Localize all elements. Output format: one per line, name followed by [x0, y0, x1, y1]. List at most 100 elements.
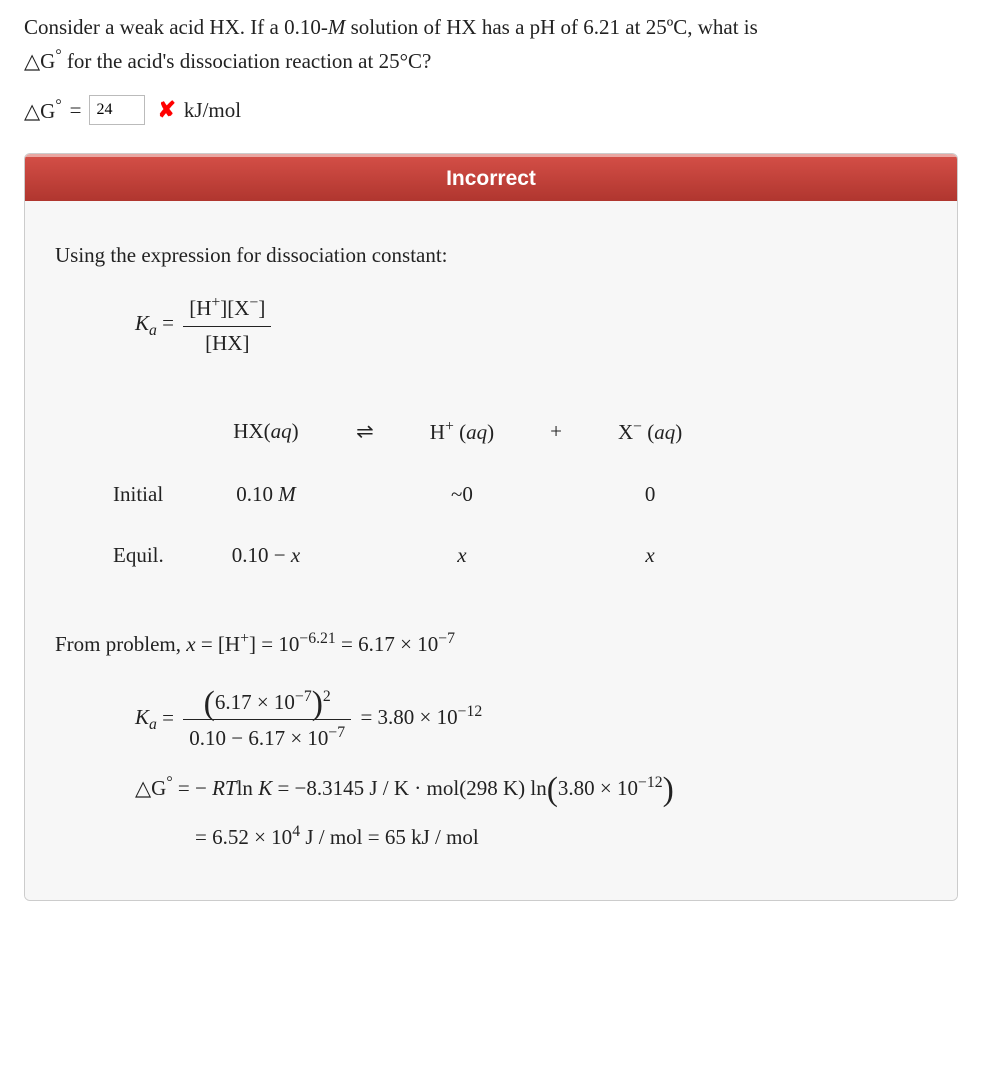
ka-calc-num: (6.17 × 10−7)2: [183, 686, 351, 720]
feedback-body: Using the expression for dissociation co…: [25, 201, 957, 900]
eq-hx-val: 0.10 −: [232, 543, 291, 567]
species-hx: HX(aq): [224, 412, 308, 451]
ka-denominator: [HX]: [183, 327, 271, 358]
num-h: [H: [189, 296, 211, 320]
dg-calc-line1: △G° = − RTln K = −8.3145 J / K · mol(298…: [135, 772, 927, 803]
q-deg: °: [55, 47, 61, 64]
dg-eq-neg: = −: [178, 776, 212, 800]
fp-exp2: −7: [438, 630, 455, 647]
initial-hx: 0.10 M: [224, 476, 308, 513]
ka-calc-den: 0.10 − 6.17 × 10−7: [183, 720, 351, 753]
x-aq: aq: [654, 420, 675, 444]
dg-deg: °: [166, 774, 172, 791]
ka-a: a: [149, 322, 157, 339]
h-close: ): [487, 420, 494, 444]
num-minus: −: [249, 294, 258, 311]
x-close: ): [675, 420, 682, 444]
ka-calc-frac: (6.17 × 10−7)2 0.10 − 6.17 × 10−7: [183, 686, 351, 754]
dg2-rest: J / mol = 65 kJ / mol: [300, 825, 479, 849]
dg-calc-line2: = 6.52 × 104 J / mol = 65 kJ / mol: [195, 821, 927, 852]
ice-table: HX(aq) ⇌ H+ (aq) + X− (aq) Initial 0.10 …: [65, 388, 730, 598]
species-x: X− (aq): [610, 412, 690, 451]
dg-ln: ln: [237, 776, 259, 800]
initial-h: ~0: [422, 476, 502, 513]
init-hx-val: 0.10: [236, 482, 278, 506]
ka-expression: Ka = [H+][X−] [HX]: [135, 292, 927, 358]
ka-eq: =: [162, 311, 179, 335]
ka2-K: K: [135, 705, 149, 729]
ka-numerator: [H+][X−]: [183, 292, 271, 326]
q-M: M: [328, 15, 346, 39]
num-plus: +: [211, 294, 220, 311]
q-part3: for the acid's dissociation reaction at …: [67, 49, 431, 73]
dg-arg-exp: −12: [638, 774, 663, 791]
initial-row: Initial 0.10 M ~0 0: [105, 476, 690, 513]
fp-plus: +: [240, 630, 249, 647]
kc-num-val: 6.17 × 10: [215, 690, 295, 714]
ka-res-val: = 3.80 × 10: [360, 705, 457, 729]
h-text: H: [430, 420, 445, 444]
ka-symbol: Ka: [135, 311, 162, 335]
answer-lhs: △G°: [24, 97, 62, 124]
init-hx-M: M: [278, 482, 296, 506]
dg-tri: △G: [135, 776, 166, 800]
num-close: ]: [258, 296, 265, 320]
fp-exp1: −6.21: [299, 630, 335, 647]
dg2-exp: 4: [292, 823, 300, 840]
reaction-arrow: ⇌: [348, 412, 382, 451]
answer-row: △G° = ✘ kJ/mol: [24, 95, 958, 125]
dg-RT: RT: [212, 776, 237, 800]
plus-sign: +: [542, 412, 570, 451]
ka-K: K: [135, 311, 149, 335]
ka-fraction: [H+][X−] [HX]: [183, 292, 271, 358]
incorrect-x-icon: ✘: [157, 97, 175, 123]
q-part2: solution of HX has a pH of 6.21 at 25ºC,…: [345, 15, 757, 39]
ka2-symbol: Ka: [135, 705, 162, 729]
ka-result: = 3.80 × 10−12: [360, 705, 482, 729]
equil-hx: 0.10 − x: [224, 537, 308, 574]
eq-hx-x: x: [291, 543, 300, 567]
initial-x: 0: [610, 476, 690, 513]
fp-eq1: = [H: [196, 632, 241, 656]
ka-res-exp: −12: [458, 703, 483, 720]
hx-aq: aq: [271, 419, 292, 443]
dg-sym: △G°: [135, 776, 178, 800]
answer-equals: =: [70, 98, 82, 123]
species-h: H+ (aq): [422, 412, 502, 451]
kc-den-val: 0.10 − 6.17 × 10: [189, 726, 328, 750]
feedback-header: Incorrect: [25, 154, 957, 201]
h-plus: +: [445, 418, 454, 435]
feedback-box: Incorrect Using the expression for disso…: [24, 153, 958, 901]
initial-label: Initial: [105, 476, 184, 513]
dg-rhs: = −8.3145 J / K · mol(298 K) ln: [272, 776, 547, 800]
fp-x: x: [186, 632, 195, 656]
hx-close: ): [292, 419, 299, 443]
ka2-eq: =: [162, 705, 179, 729]
h-aq: aq: [466, 420, 487, 444]
answer-deg: °: [55, 97, 61, 114]
fp-eq2: ] = 10: [249, 632, 299, 656]
kc-sq: 2: [323, 688, 331, 705]
from-problem-line: From problem, x = [H+] = 10−6.21 = 6.17 …: [55, 628, 927, 659]
equil-h: x: [422, 537, 502, 574]
hx-text: HX(: [233, 419, 270, 443]
x-minus: −: [633, 418, 642, 435]
answer-input[interactable]: [89, 95, 145, 125]
ka2-a: a: [149, 717, 157, 734]
x-text: X: [618, 420, 633, 444]
equil-row: Equil. 0.10 − x x x: [105, 537, 690, 574]
dg2-val: = 6.52 × 10: [195, 825, 292, 849]
question-text: Consider a weak acid HX. If a 0.10-M sol…: [24, 12, 958, 77]
equil-label: Equil.: [105, 537, 184, 574]
kc-den-exp: −7: [328, 724, 345, 741]
intro-text: Using the expression for dissociation co…: [55, 241, 927, 270]
from-prob-text: From problem,: [55, 632, 186, 656]
q-dg: △G: [24, 49, 55, 73]
equil-x: x: [610, 537, 690, 574]
dg-K: K: [258, 776, 272, 800]
ka-calc-line: Ka = (6.17 × 10−7)2 0.10 − 6.17 × 10−7 =…: [135, 686, 927, 754]
answer-dg: △G: [24, 99, 55, 123]
fp-617: = 6.17 × 10: [336, 632, 438, 656]
x-paren: (: [642, 420, 654, 444]
answer-unit: kJ/mol: [184, 98, 241, 123]
